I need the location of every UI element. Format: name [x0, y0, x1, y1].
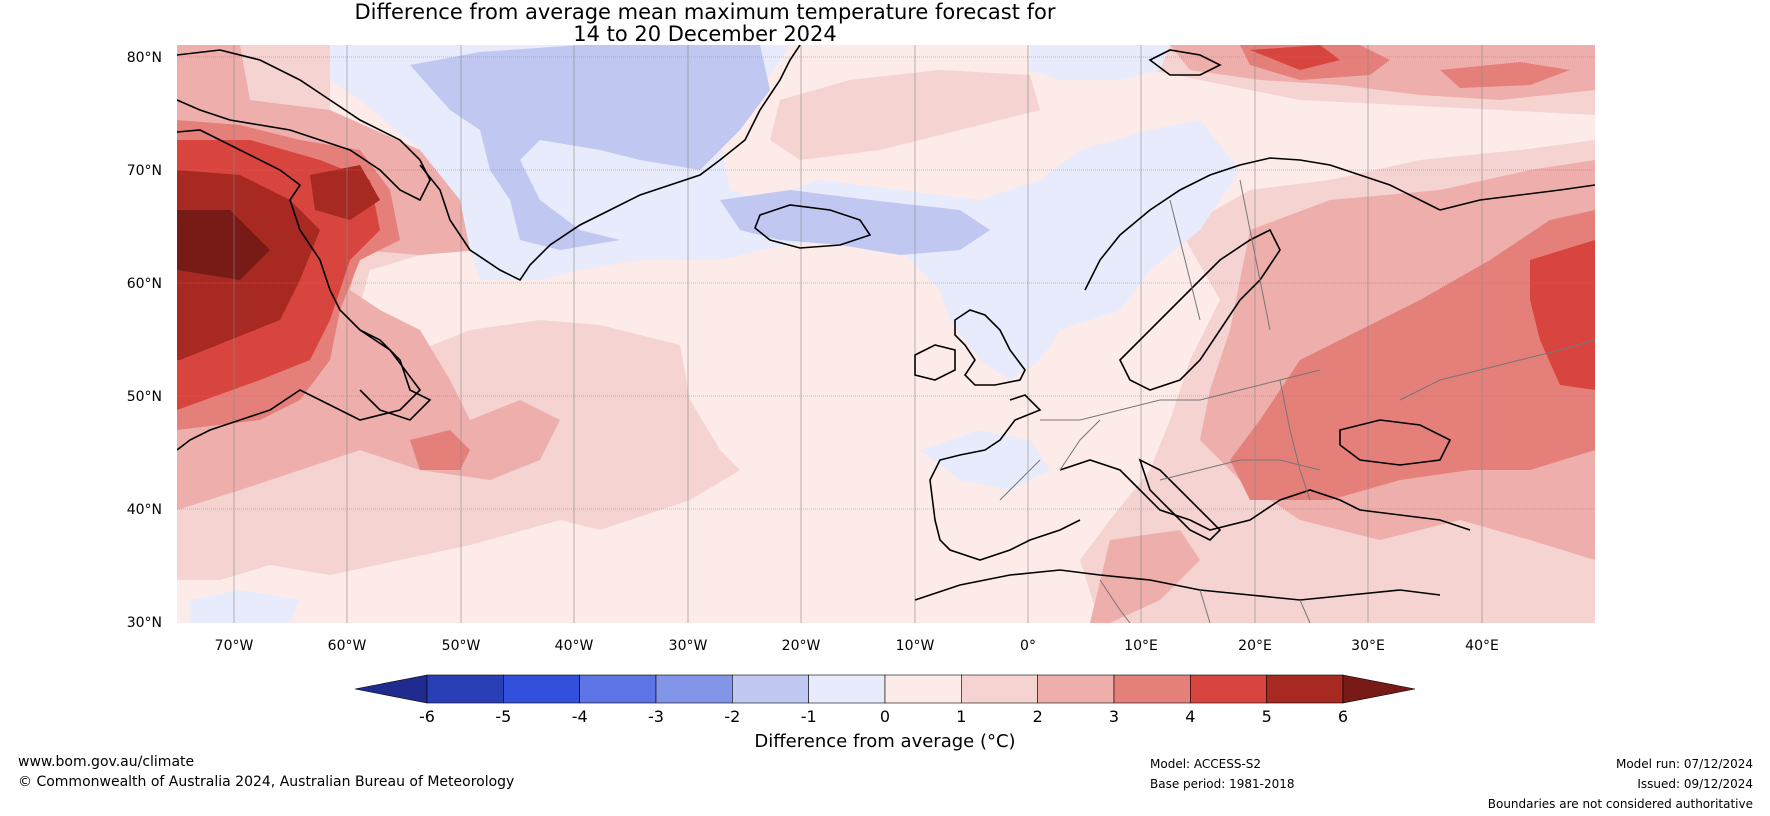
- band-4-5-arctic: [1250, 45, 1340, 70]
- north-africa-coast: [914, 569, 1441, 601]
- western-europe-coast: [929, 394, 1081, 561]
- labrador-newfoundland: [359, 329, 432, 421]
- black-sea: [1339, 419, 1452, 466]
- greenland-coast: [419, 45, 801, 282]
- colorbar-tick-label: 4: [1185, 707, 1195, 726]
- colorbar-swatch: [1266, 674, 1344, 704]
- colorbar-swatch: [503, 674, 580, 704]
- colorbar-swatch: [884, 674, 962, 704]
- ireland: [914, 344, 956, 381]
- map-title-line1: Difference from average mean maximum tem…: [354, 0, 1056, 24]
- band-4-5-east: [1530, 240, 1595, 390]
- colorbar-tick-label: -6: [419, 707, 435, 726]
- band-6-baffin: [177, 210, 270, 280]
- model-run-date: Model run: 07/12/2024: [1615, 757, 1753, 771]
- model-name: Model: ACCESS-S2: [1150, 757, 1262, 771]
- colorbar-tick-label: 0: [880, 707, 890, 726]
- longitude-labels: 70°W 60°W 50°W 40°W 30°W 20°W 10°W 0° 10…: [215, 638, 1499, 654]
- coastlines: [177, 45, 1595, 601]
- band-neg2-neg1-greenland: [410, 45, 770, 250]
- map-title-line2: 14 to 20 December 2024: [573, 22, 837, 46]
- lon-label: 30°W: [669, 638, 708, 654]
- website-url: www.bom.gov.au/climate: [18, 754, 195, 770]
- latitude-labels: 80°N 70°N 60°N 50°N 40°N 30°N: [127, 50, 162, 631]
- base-period: Base period: 1981-2018: [1150, 777, 1295, 791]
- band-neg1-0-biscay: [920, 430, 1050, 490]
- lon-label: 40°E: [1465, 638, 1499, 654]
- lat-label: 30°N: [127, 615, 162, 631]
- boundaries-disclaimer: Boundaries are not considered authoritat…: [1487, 797, 1753, 811]
- uk-great-britain: [954, 309, 1026, 386]
- band-1-2-jan-mayen: [770, 70, 1040, 160]
- colorbar-swatch: [579, 674, 657, 704]
- italy: [1138, 458, 1222, 541]
- colorbar-swatch: [961, 674, 1038, 704]
- svalbard: [1148, 49, 1222, 76]
- lon-label: 40°W: [555, 638, 594, 654]
- colorbar: -6 -5 -4 -3 -2 -1 0 1 2 3 4 5 6: [354, 674, 1416, 726]
- norway-coast: [1084, 157, 1441, 291]
- lon-label: 10°W: [896, 638, 935, 654]
- colorbar-tick-label: 3: [1109, 707, 1119, 726]
- colorbar-tick-label: 5: [1262, 707, 1272, 726]
- lon-label: 70°W: [215, 638, 254, 654]
- lat-label: 80°N: [127, 50, 162, 66]
- band-neg1-0-south: [190, 590, 300, 623]
- band-3-4-east: [1230, 210, 1595, 500]
- colorbar-extend-low: [354, 674, 428, 704]
- band-1-2-africa: [1090, 530, 1200, 623]
- lon-label: 50°W: [442, 638, 481, 654]
- colorbar-label: Difference from average (°C): [754, 731, 1015, 752]
- colorbar-swatch: [655, 674, 733, 704]
- lat-label: 70°N: [127, 163, 162, 179]
- anomaly-field: [177, 45, 1595, 623]
- colorbar-tick-label: 6: [1338, 707, 1348, 726]
- band-5-6-greenland: [310, 165, 380, 220]
- russia-arctic-coast: [1439, 184, 1595, 211]
- baltic-coast: [1119, 228, 1281, 391]
- colorbar-swatch: [732, 674, 809, 704]
- lon-label: 30°E: [1351, 638, 1385, 654]
- colorbar-tick-label: 1: [956, 707, 966, 726]
- canada-coast: [177, 129, 422, 451]
- colorbar-tick-label: -4: [572, 707, 588, 726]
- copyright-text: © Commonwealth of Australia 2024, Austra…: [18, 774, 515, 790]
- lon-label: 0°: [1020, 638, 1036, 654]
- colorbar-tick-label: -2: [724, 707, 740, 726]
- lon-label: 20°W: [782, 638, 821, 654]
- iceland: [754, 204, 872, 249]
- colorbar-swatch: [1190, 674, 1267, 704]
- colorbar-swatch: [1037, 674, 1115, 704]
- colorbar-swatch: [1113, 674, 1191, 704]
- colorbar-tick-label: 2: [1033, 707, 1043, 726]
- issued-date: Issued: 09/12/2024: [1637, 777, 1753, 791]
- mediterranean-coast: [1059, 459, 1471, 531]
- lat-label: 50°N: [127, 389, 162, 405]
- colorbar-tick-label: -3: [648, 707, 664, 726]
- colorbar-swatch: [426, 674, 504, 704]
- baffin-island: [177, 49, 431, 202]
- colorbar-swatch: [808, 674, 886, 704]
- lat-label: 40°N: [127, 502, 162, 518]
- national-borders: [999, 179, 1595, 623]
- lat-label: 60°N: [127, 276, 162, 292]
- band-3-4-atlantic: [410, 430, 470, 470]
- band-3-4-barents: [1440, 62, 1570, 88]
- colorbar-tick-label: -5: [495, 707, 511, 726]
- lon-label: 60°W: [328, 638, 367, 654]
- lon-label: 10°E: [1124, 638, 1158, 654]
- colorbar-tick-label: -1: [801, 707, 817, 726]
- lon-label: 20°E: [1238, 638, 1272, 654]
- colorbar-extend-high: [1342, 674, 1416, 704]
- band-neg1-0-north: [1030, 45, 1170, 80]
